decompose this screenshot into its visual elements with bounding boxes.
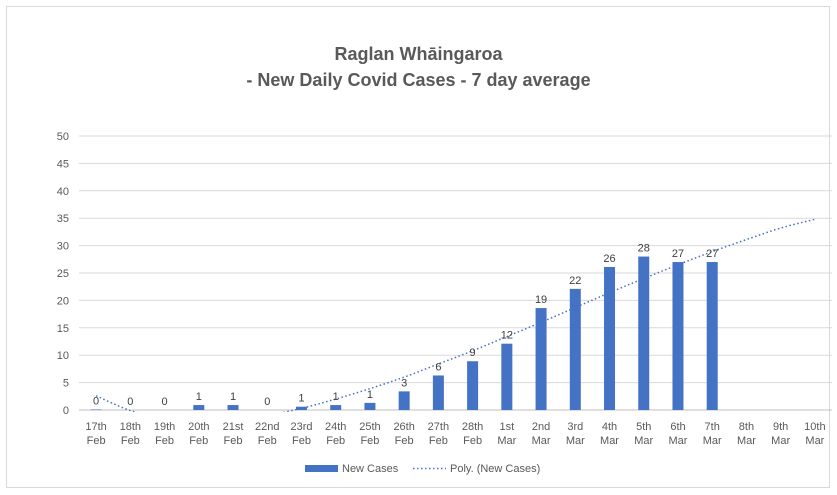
x-tick-label: 10th Mar bbox=[804, 421, 825, 447]
chart-frame bbox=[6, 6, 830, 488]
x-tick-label: 6th Mar bbox=[669, 421, 688, 447]
y-tick-label: 15 bbox=[57, 323, 69, 335]
x-tick-label: 25th Feb bbox=[359, 421, 380, 447]
x-tick-label: 27th Feb bbox=[428, 421, 449, 447]
y-tick-label: 35 bbox=[57, 213, 69, 225]
y-tick-label: 50 bbox=[57, 131, 69, 143]
y-tick-label: 5 bbox=[63, 378, 69, 390]
data-label: 1 bbox=[367, 389, 373, 401]
trendline bbox=[95, 218, 816, 412]
data-label: 27 bbox=[672, 248, 684, 260]
data-label: 22 bbox=[569, 275, 581, 287]
y-tick-label: 25 bbox=[57, 268, 69, 280]
x-tick-label: 19th Feb bbox=[154, 421, 175, 447]
data-label: 0 bbox=[93, 395, 99, 407]
y-tick-label: 30 bbox=[57, 241, 69, 253]
x-tick-label: 17th Feb bbox=[85, 421, 106, 447]
bar bbox=[330, 405, 342, 410]
x-tick-label: 21st Feb bbox=[223, 421, 244, 447]
chart-title-line2: - New Daily Covid Cases - 7 day average bbox=[246, 70, 591, 90]
data-label: 0 bbox=[264, 396, 270, 408]
bar bbox=[501, 343, 513, 410]
data-label: 9 bbox=[470, 347, 476, 359]
x-tick-label: 5th Mar bbox=[634, 421, 653, 447]
data-label: 19 bbox=[535, 294, 547, 306]
x-tick-label: 1st Mar bbox=[497, 421, 516, 447]
legend-label-new-cases: New Cases bbox=[342, 463, 399, 475]
data-label: 1 bbox=[230, 391, 236, 403]
bar bbox=[706, 262, 718, 410]
x-tick-label: 20th Feb bbox=[188, 421, 209, 447]
bar bbox=[90, 409, 102, 410]
data-label: 1 bbox=[333, 391, 339, 403]
x-tick-label: 24th Feb bbox=[325, 421, 346, 447]
legend-label-trendline: Poly. (New Cases) bbox=[450, 463, 540, 475]
data-label: 0 bbox=[162, 396, 168, 408]
y-tick-label: 10 bbox=[57, 350, 69, 362]
bar bbox=[535, 308, 547, 410]
y-tick-label: 20 bbox=[57, 295, 69, 307]
bar bbox=[672, 262, 684, 410]
bar bbox=[364, 402, 376, 410]
x-tick-label: 18th Feb bbox=[120, 421, 141, 447]
x-tick-label: 9th Mar bbox=[771, 421, 790, 447]
data-label: 6 bbox=[435, 361, 441, 373]
bar bbox=[227, 405, 239, 410]
x-tick-label: 22nd Feb bbox=[255, 421, 279, 447]
bar bbox=[569, 288, 581, 410]
x-tick-label: 7th Mar bbox=[703, 421, 722, 447]
bar bbox=[193, 405, 205, 410]
data-label: 12 bbox=[501, 330, 513, 342]
bar bbox=[398, 391, 410, 410]
x-tick-label: 8th Mar bbox=[737, 421, 756, 447]
bar bbox=[638, 256, 650, 410]
x-tick-label: 4th Mar bbox=[600, 421, 619, 447]
bar bbox=[295, 406, 307, 410]
data-label: 1 bbox=[298, 393, 304, 405]
data-label: 27 bbox=[706, 248, 718, 260]
x-tick-label: 2nd Mar bbox=[532, 421, 551, 447]
chart-title-line1: Raglan Whāingaroa bbox=[334, 44, 503, 64]
data-label: 26 bbox=[603, 253, 615, 265]
bar bbox=[432, 375, 444, 410]
x-tick-label: 28th Feb bbox=[462, 421, 483, 447]
data-label: 1 bbox=[196, 391, 202, 403]
bar bbox=[467, 361, 479, 410]
data-label: 28 bbox=[638, 243, 650, 255]
x-tick-label: 23rd Feb bbox=[290, 421, 312, 447]
y-tick-label: 0 bbox=[63, 405, 69, 417]
data-label: 0 bbox=[127, 396, 133, 408]
bar bbox=[604, 266, 616, 410]
y-tick-label: 45 bbox=[57, 158, 69, 170]
x-tick-label: 26th Feb bbox=[393, 421, 414, 447]
x-tick-label: 3rd Mar bbox=[566, 421, 585, 447]
data-label: 3 bbox=[401, 377, 407, 389]
y-tick-label: 40 bbox=[57, 186, 69, 198]
legend-swatch-new-cases bbox=[305, 465, 338, 472]
